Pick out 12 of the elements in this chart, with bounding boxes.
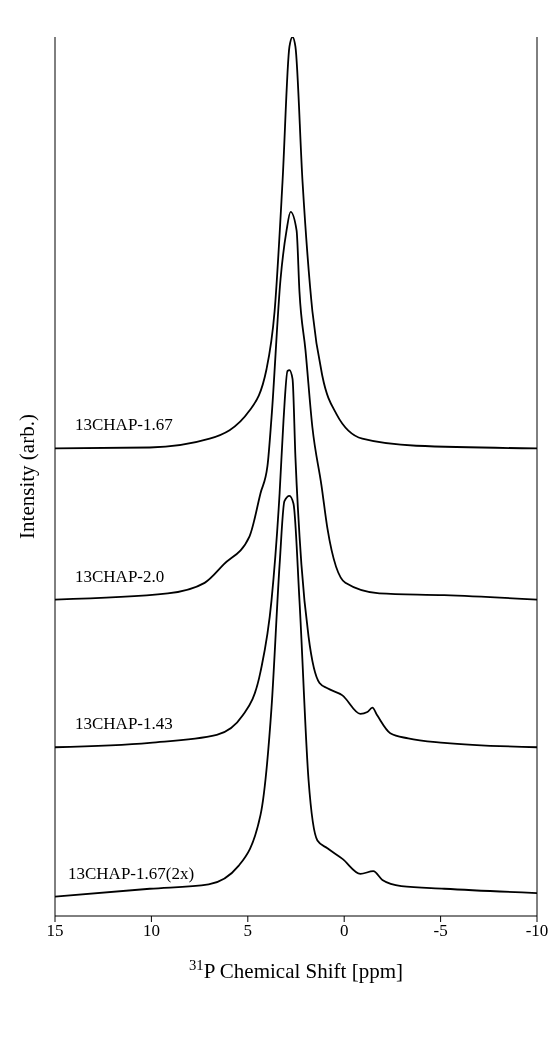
- x-tick-label: -10: [525, 921, 549, 941]
- x-tick-label: 10: [142, 921, 160, 941]
- x-tick-label: -5: [433, 921, 448, 941]
- series-label: 13CHAP-1.67(2x): [68, 863, 195, 883]
- series-label: 13CHAP-1.43: [75, 714, 173, 734]
- x-tick-label: 15: [46, 921, 64, 941]
- series-label: 13CHAP-2.0: [75, 566, 165, 586]
- series-label: 13CHAP-1.67: [75, 415, 174, 435]
- x-tick-label: 5: [243, 921, 253, 941]
- x-tick-label: 0: [339, 921, 349, 941]
- y-axis-title: Intensity (arb.): [15, 414, 40, 539]
- x-axis-title: $^{31}$P Chemical Shift [ppm]: [189, 957, 403, 983]
